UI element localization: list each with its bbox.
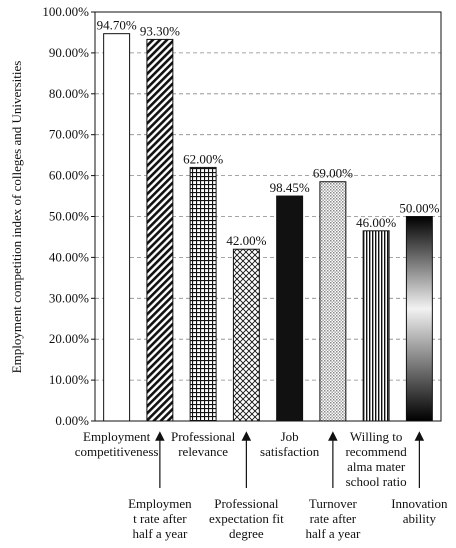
category-label: Employment competitiveness	[75, 429, 159, 459]
category-label: Job satisfaction	[260, 429, 320, 459]
y-tick-label: 30.00%	[49, 290, 89, 305]
y-tick-label: 70.00%	[49, 127, 89, 142]
category-label: Employmen t rate after half a year	[128, 496, 192, 541]
y-tick-label: 80.00%	[49, 86, 89, 101]
y-axis-title: Employment competition index of colleges…	[9, 61, 24, 374]
y-tick-label: 40.00%	[49, 249, 89, 264]
data-label: 42.00%	[226, 233, 266, 248]
bar	[405, 216, 433, 422]
y-tick-label: 100.00%	[42, 4, 89, 19]
y-tick-label: 0.00%	[55, 413, 89, 428]
bar	[189, 166, 217, 422]
bar	[103, 33, 131, 422]
bar	[232, 248, 260, 422]
category-label: Turnover rate after half a year	[305, 496, 361, 541]
data-label: 62.00%	[183, 151, 223, 166]
bar	[146, 38, 174, 422]
bar	[362, 230, 390, 422]
data-label: 69.00%	[313, 166, 353, 181]
y-tick-label: 90.00%	[49, 45, 89, 60]
data-label: 50.00%	[399, 201, 439, 216]
bar	[319, 181, 347, 422]
data-label: 94.70%	[97, 18, 137, 33]
category-label: Professional relevance	[171, 429, 236, 459]
plot-area-frame	[94, 11, 442, 422]
data-label: 46.00%	[356, 215, 396, 230]
data-label: 93.30%	[140, 23, 180, 38]
data-label: 98.45%	[270, 180, 310, 195]
y-tick-label: 60.00%	[49, 168, 89, 183]
y-tick-label: 50.00%	[49, 209, 89, 224]
category-label: Willing to recommend alma mater school rati…	[345, 429, 407, 489]
category-label: Professional expectation fit degree	[209, 496, 284, 541]
y-tick-label: 20.00%	[49, 331, 89, 346]
category-label: Innovation ability	[391, 496, 448, 526]
bar	[276, 195, 304, 422]
y-tick-label: 10.00%	[49, 372, 89, 387]
